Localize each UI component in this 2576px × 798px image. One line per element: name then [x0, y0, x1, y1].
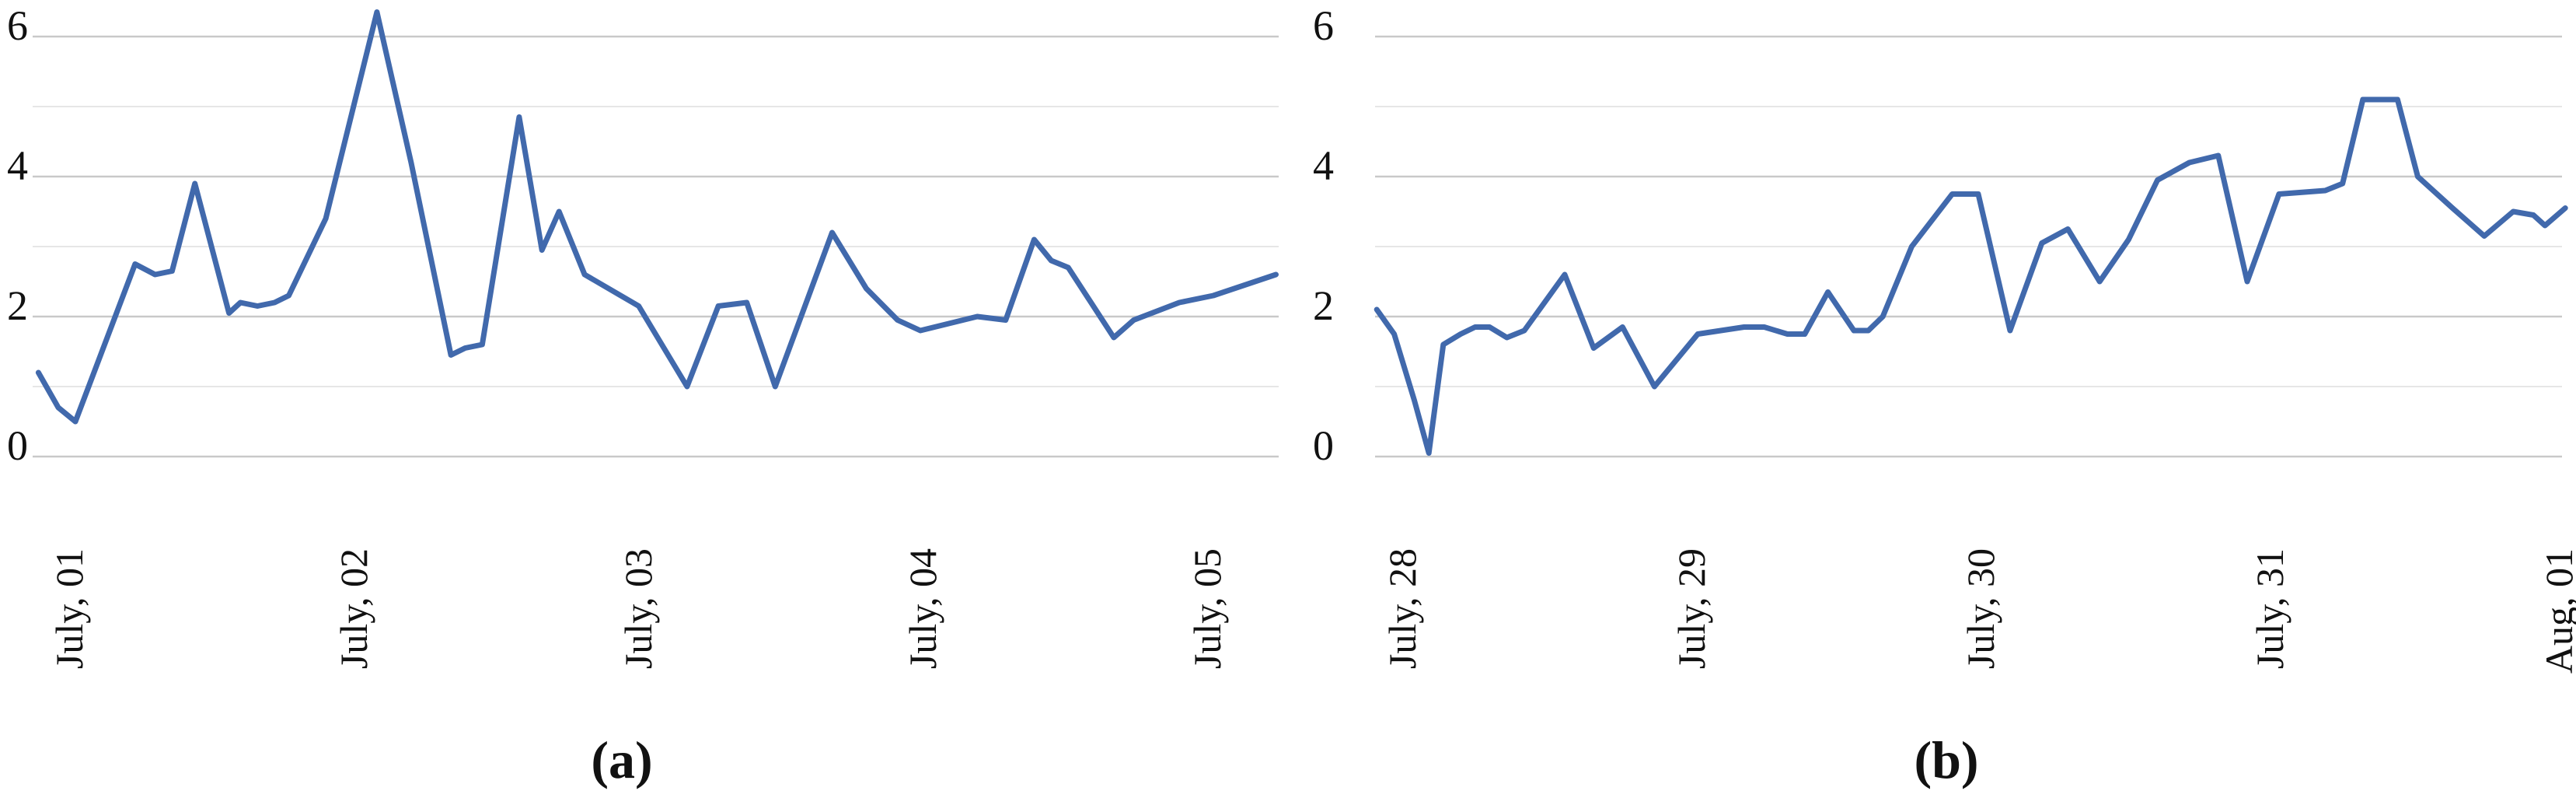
x-tick-label: July, 28: [1380, 548, 1424, 669]
caption-a: (a): [591, 730, 652, 789]
x-tick-label: July, 05: [1185, 548, 1229, 669]
chart-b: 6 4 2 0 July, 28 July, 29 July, 30 July, 31 Aug,…: [1313, 2, 2576, 674]
y-tick-label-0: 0: [1313, 422, 1334, 469]
x-tick-label: July, 04: [901, 548, 944, 669]
x-tick-label: Aug, 01: [2537, 548, 2576, 674]
x-tick-label: July, 31: [2248, 548, 2292, 669]
x-tick-label: July, 03: [616, 548, 660, 669]
y-tick-label-6: 6: [1313, 2, 1334, 49]
y-tick-label-6: 6: [7, 2, 28, 49]
x-tick-label: July, 30: [1959, 548, 2002, 669]
caption-b: (b): [1914, 730, 1978, 789]
y-tick-label-2: 2: [1313, 282, 1334, 329]
data-line: [1374, 96, 2568, 456]
chart-a: 6 4 2 0 July, 01 July, 02 July, 03 July, 04 July…: [7, 2, 1279, 669]
y-tick-label-0: 0: [7, 422, 28, 469]
y-tick-label-2: 2: [7, 282, 28, 329]
x-tick-label: July, 01: [47, 548, 91, 669]
y-tick-label-4: 4: [1313, 142, 1334, 189]
data-line: [35, 9, 1279, 425]
x-tick-label: July, 02: [332, 548, 375, 669]
x-tick-label: July, 29: [1670, 548, 1713, 669]
y-tick-label-4: 4: [7, 142, 28, 189]
